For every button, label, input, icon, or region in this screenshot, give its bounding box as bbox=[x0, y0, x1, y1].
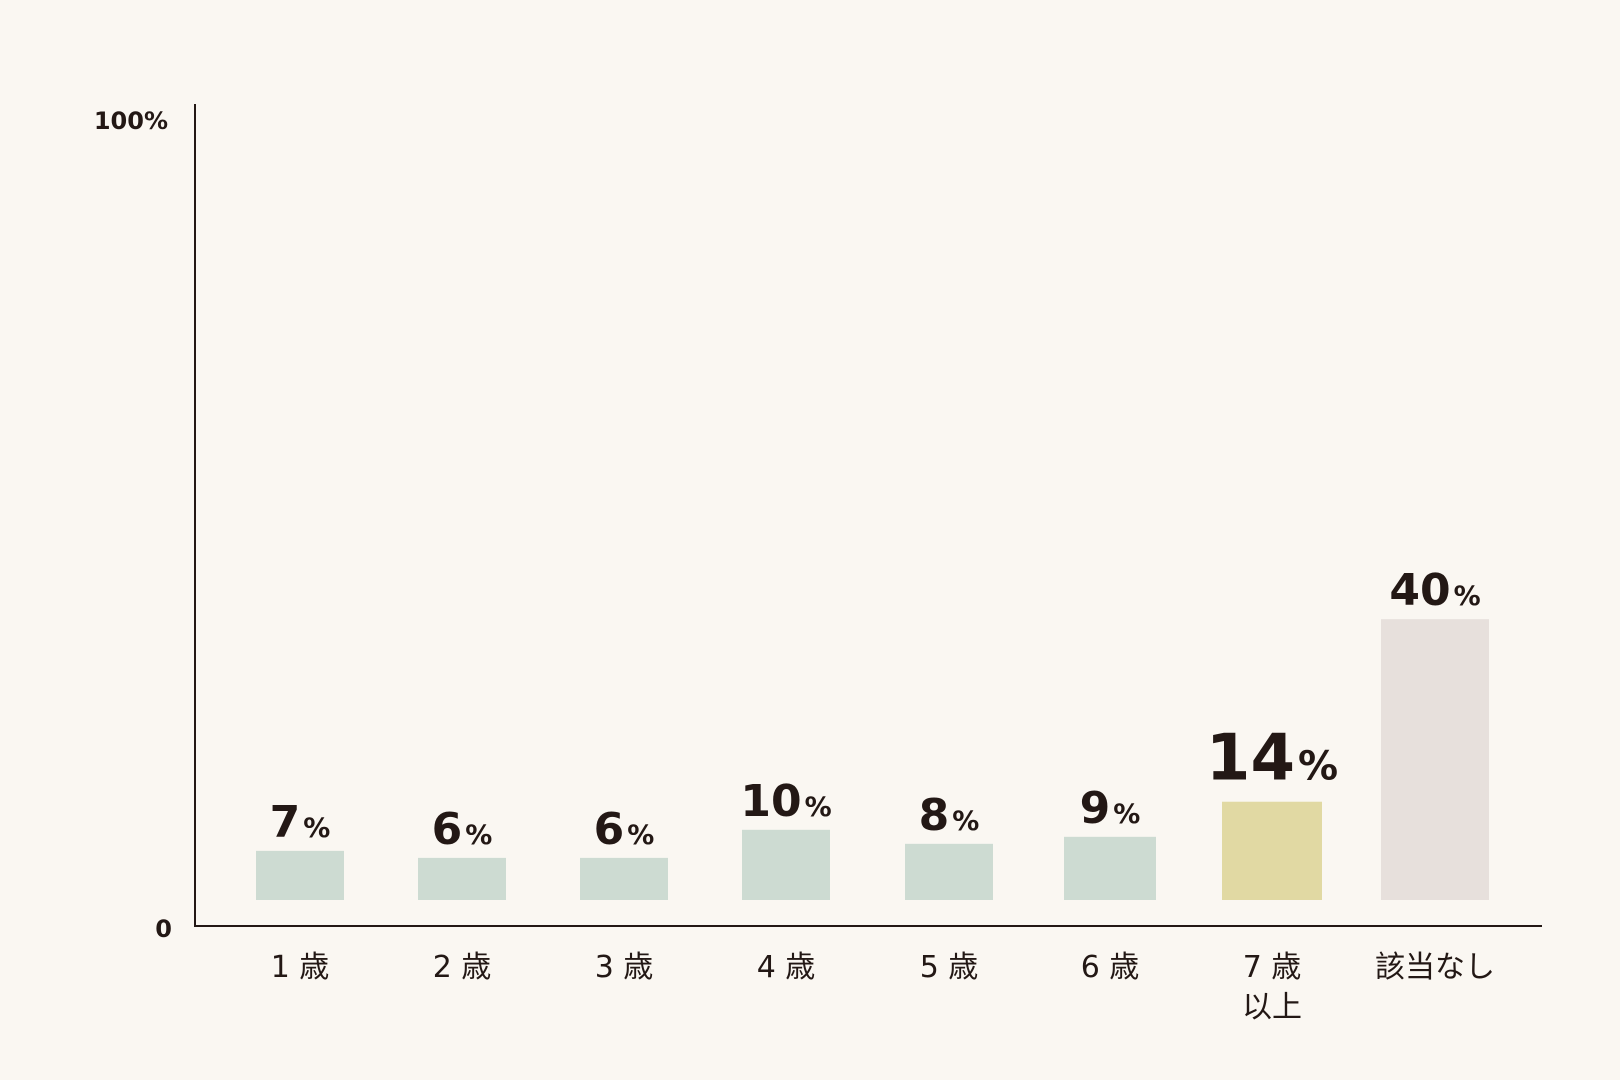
bar-7 bbox=[1222, 801, 1322, 900]
bar-1 bbox=[256, 850, 344, 900]
value-number: 10 bbox=[740, 776, 801, 827]
value-number: 40 bbox=[1389, 565, 1450, 616]
category-label-2: 2 歳 bbox=[433, 950, 492, 985]
bar-4 bbox=[742, 829, 830, 900]
value-label-8: 40% bbox=[1389, 565, 1480, 616]
value-label-7: 14% bbox=[1206, 722, 1338, 796]
bar-6 bbox=[1064, 836, 1156, 900]
bars-layer bbox=[256, 619, 1489, 900]
value-label-5: 8% bbox=[919, 790, 980, 841]
y-tick-label-zero: 0 bbox=[155, 915, 172, 943]
category-label-6: 6 歳 bbox=[1081, 950, 1140, 985]
value-percent-sign: % bbox=[1454, 581, 1481, 612]
value-percent-sign: % bbox=[303, 813, 330, 844]
value-label-2: 6% bbox=[432, 804, 493, 855]
value-percent-sign: % bbox=[1298, 744, 1338, 790]
value-percent-sign: % bbox=[1113, 799, 1140, 830]
value-number: 14 bbox=[1206, 722, 1295, 796]
value-percent-sign: % bbox=[952, 806, 979, 837]
bar-3 bbox=[580, 857, 668, 900]
bar-2 bbox=[418, 857, 506, 900]
value-number: 6 bbox=[432, 804, 463, 855]
value-number: 7 bbox=[270, 797, 301, 848]
value-label-4: 10% bbox=[740, 776, 831, 827]
category-label-1: 1 歳 bbox=[271, 950, 330, 985]
value-number: 6 bbox=[594, 804, 625, 855]
value-label-6: 9% bbox=[1080, 783, 1141, 834]
value-percent-sign: % bbox=[805, 792, 832, 823]
category-label-8: 該当なし bbox=[1375, 950, 1495, 985]
value-number: 8 bbox=[919, 790, 950, 841]
value-number: 9 bbox=[1080, 783, 1111, 834]
bar-5 bbox=[905, 843, 993, 900]
value-label-1: 7% bbox=[270, 797, 331, 848]
value-percent-sign: % bbox=[627, 820, 654, 851]
category-label-3: 3 歳 bbox=[595, 950, 654, 985]
labels-layer: 7 % 1 歳 6 % 2 歳 6 % 3 歳 10 % 4 歳 8 % 5 歳 9 % 6 歳 14% 7 歳以上 4… bbox=[270, 565, 1495, 1025]
category-label-7: 7 歳以上 bbox=[1242, 950, 1302, 1025]
category-label-4: 4 歳 bbox=[757, 950, 816, 985]
value-label-3: 6% bbox=[594, 804, 655, 855]
value-percent-sign: % bbox=[465, 820, 492, 851]
y-tick-label-max: 100% bbox=[94, 107, 168, 135]
category-label-5: 5 歳 bbox=[920, 950, 979, 985]
bar-8 bbox=[1381, 619, 1489, 900]
